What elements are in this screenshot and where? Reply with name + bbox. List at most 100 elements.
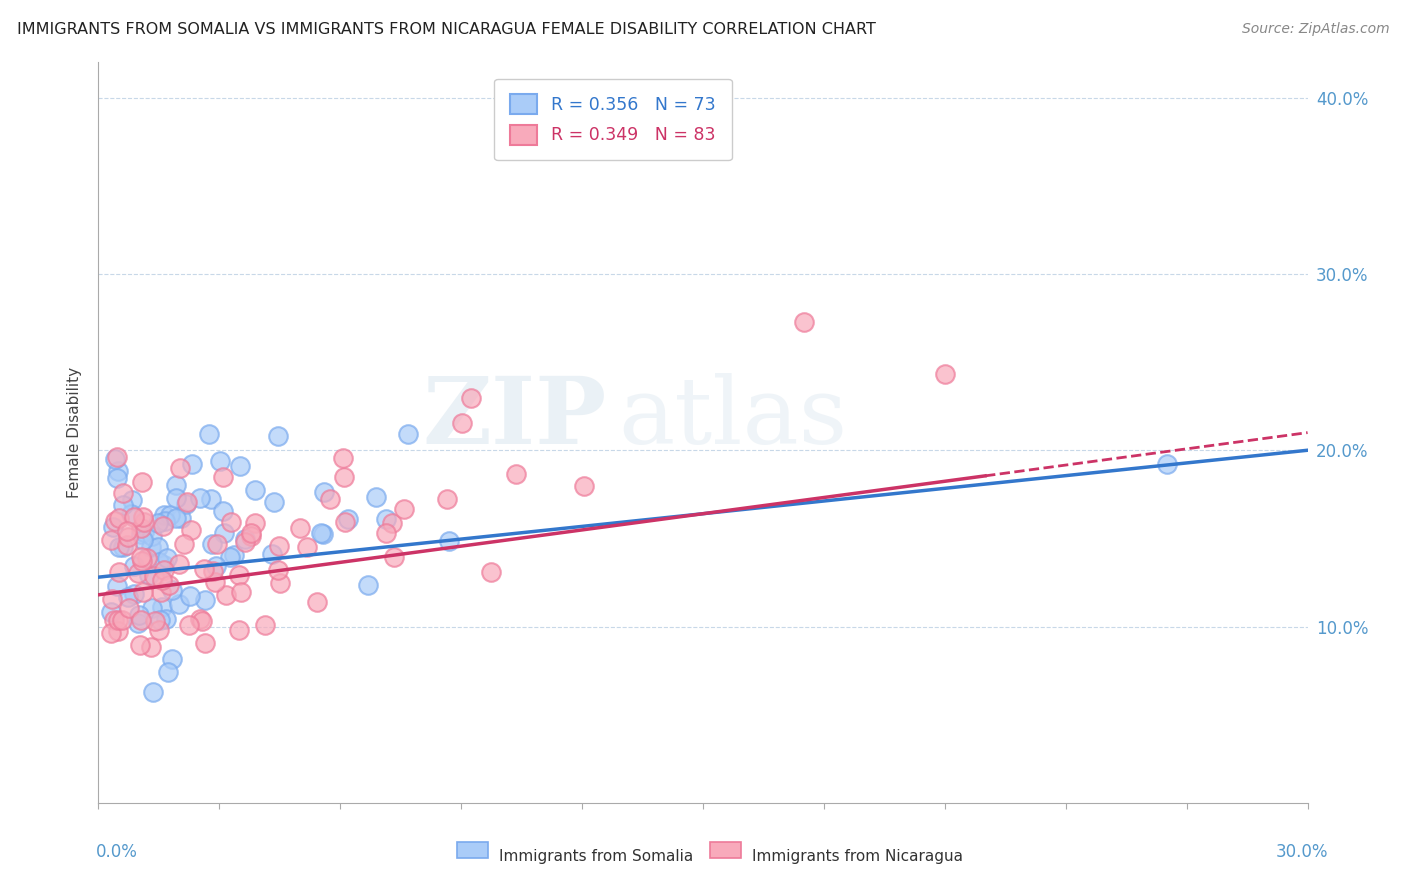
Point: [129, 550, 152, 565]
Point: [312, 527, 335, 541]
Point: [451, 416, 474, 430]
Point: [191, 614, 214, 628]
Point: [143, 615, 166, 629]
Point: [100, 591, 122, 606]
Point: [132, 515, 155, 529]
Point: [107, 624, 129, 638]
Point: [122, 587, 145, 601]
Point: [233, 534, 256, 549]
Point: [269, 539, 291, 553]
Point: [179, 589, 201, 603]
Point: [141, 601, 163, 615]
Point: [243, 516, 266, 530]
Point: [176, 495, 198, 509]
Point: [142, 569, 165, 583]
Point: [319, 492, 342, 507]
Point: [201, 536, 224, 550]
Point: [173, 537, 195, 551]
Point: [188, 491, 211, 505]
Point: [263, 495, 285, 509]
Point: [132, 525, 155, 540]
Text: 0.0%: 0.0%: [96, 843, 138, 861]
Point: [201, 564, 224, 578]
Point: [146, 540, 169, 554]
Point: [211, 470, 233, 484]
Point: [240, 526, 263, 541]
Text: Immigrants from Somalia: Immigrants from Somalia: [499, 849, 693, 864]
Point: [333, 469, 356, 483]
Point: [219, 550, 242, 565]
Point: [396, 427, 419, 442]
Point: [336, 511, 359, 525]
Point: [381, 516, 404, 530]
Point: [167, 597, 190, 611]
Point: [295, 541, 318, 555]
Point: [149, 585, 172, 599]
Point: [212, 504, 235, 518]
Point: [231, 585, 253, 599]
Point: [131, 475, 153, 490]
Point: [129, 614, 152, 628]
Point: [934, 368, 956, 382]
Point: [382, 550, 405, 565]
Text: atlas: atlas: [619, 373, 848, 463]
Point: [460, 391, 482, 405]
Point: [332, 450, 354, 465]
Point: [205, 537, 228, 551]
Point: [204, 575, 226, 590]
Point: [129, 521, 152, 535]
Point: [139, 640, 162, 654]
Point: [174, 498, 197, 512]
Point: [260, 547, 283, 561]
Point: [197, 427, 219, 442]
Point: [437, 533, 460, 548]
Point: [214, 526, 236, 541]
Point: [215, 589, 238, 603]
Point: [375, 511, 398, 525]
Point: [112, 540, 135, 554]
Point: [111, 613, 134, 627]
Point: [165, 478, 187, 492]
Point: [117, 538, 139, 552]
Text: ZIP: ZIP: [422, 373, 606, 463]
Point: [267, 429, 290, 443]
Point: [165, 511, 187, 525]
Point: [150, 573, 173, 587]
Point: [243, 483, 266, 497]
Point: [132, 533, 155, 547]
Point: [111, 498, 134, 512]
Point: [103, 514, 125, 528]
Point: [142, 684, 165, 698]
Point: [148, 555, 170, 569]
Point: [100, 626, 122, 640]
Point: [136, 551, 159, 566]
Point: [100, 606, 122, 620]
Point: [128, 638, 150, 652]
Point: [1156, 458, 1178, 472]
Point: [269, 576, 291, 591]
Point: [157, 665, 180, 679]
Point: [200, 491, 222, 506]
Text: 30.0%: 30.0%: [1277, 843, 1329, 861]
Point: [156, 551, 179, 566]
Point: [103, 613, 125, 627]
Point: [108, 540, 131, 554]
Point: [105, 579, 128, 593]
Point: [146, 516, 169, 530]
Point: [205, 558, 228, 573]
Point: [121, 493, 143, 508]
Point: [209, 453, 232, 467]
Point: [160, 582, 183, 597]
Point: [131, 553, 153, 567]
Y-axis label: Female Disability: Female Disability: [67, 367, 83, 499]
Point: [152, 519, 174, 533]
Point: [219, 515, 242, 529]
Point: [254, 618, 277, 632]
Point: [148, 623, 170, 637]
Point: [194, 635, 217, 649]
Point: [124, 558, 146, 573]
Point: [165, 491, 187, 505]
Point: [115, 524, 138, 539]
Point: [222, 549, 245, 563]
Point: [177, 618, 200, 632]
